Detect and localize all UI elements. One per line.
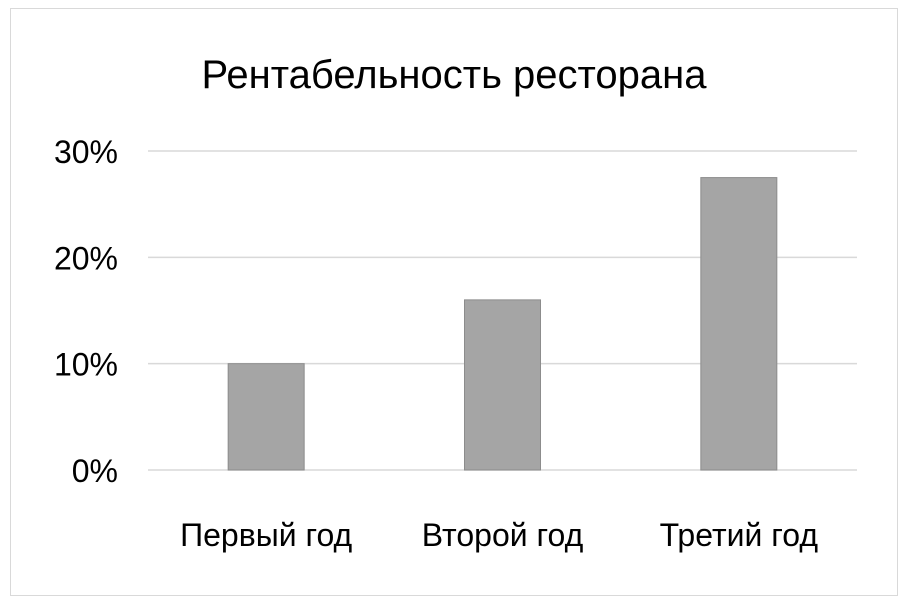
bar [227,363,305,471]
category-label: Третий год [660,517,819,553]
bars [227,177,778,471]
y-axis-ticks: 0% 10% 20% 30% [54,134,118,489]
bar [464,299,541,471]
y-tick-label: 30% [54,134,118,170]
y-tick-label: 0% [72,453,118,489]
bar [700,177,778,471]
y-tick-label: 10% [54,347,118,383]
category-label: Первый год [180,517,352,553]
category-label: Второй год [422,517,584,553]
chart-title: Рентабельность ресторана [202,53,708,97]
x-axis-categories: Первый год Второй год Третий год [180,517,818,553]
y-tick-label: 20% [54,240,118,276]
